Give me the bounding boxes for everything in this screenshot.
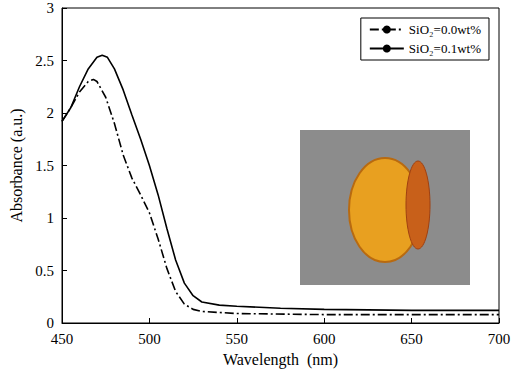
svg-text:1.5: 1.5 (35, 158, 54, 174)
svg-text:Wavelength (nm): Wavelength (nm) (223, 351, 338, 369)
svg-text:500: 500 (138, 331, 161, 347)
svg-text:0.5: 0.5 (35, 263, 54, 279)
svg-text:2.5: 2.5 (35, 53, 54, 69)
svg-text:SiO₂=0.0wt%: SiO₂=0.0wt% (409, 22, 481, 37)
svg-text:3: 3 (47, 0, 55, 16)
svg-text:1: 1 (47, 210, 55, 226)
svg-text:450: 450 (51, 331, 74, 347)
svg-text:0: 0 (47, 315, 55, 331)
svg-text:550: 550 (226, 331, 249, 347)
svg-text:2: 2 (47, 105, 55, 121)
svg-text:600: 600 (313, 331, 336, 347)
svg-text:650: 650 (400, 331, 423, 347)
svg-text:SiO₂=0.1wt%: SiO₂=0.1wt% (409, 41, 481, 56)
svg-text:Absorbance (a.u.): Absorbance (a.u.) (8, 108, 26, 222)
svg-text:700: 700 (488, 331, 511, 347)
